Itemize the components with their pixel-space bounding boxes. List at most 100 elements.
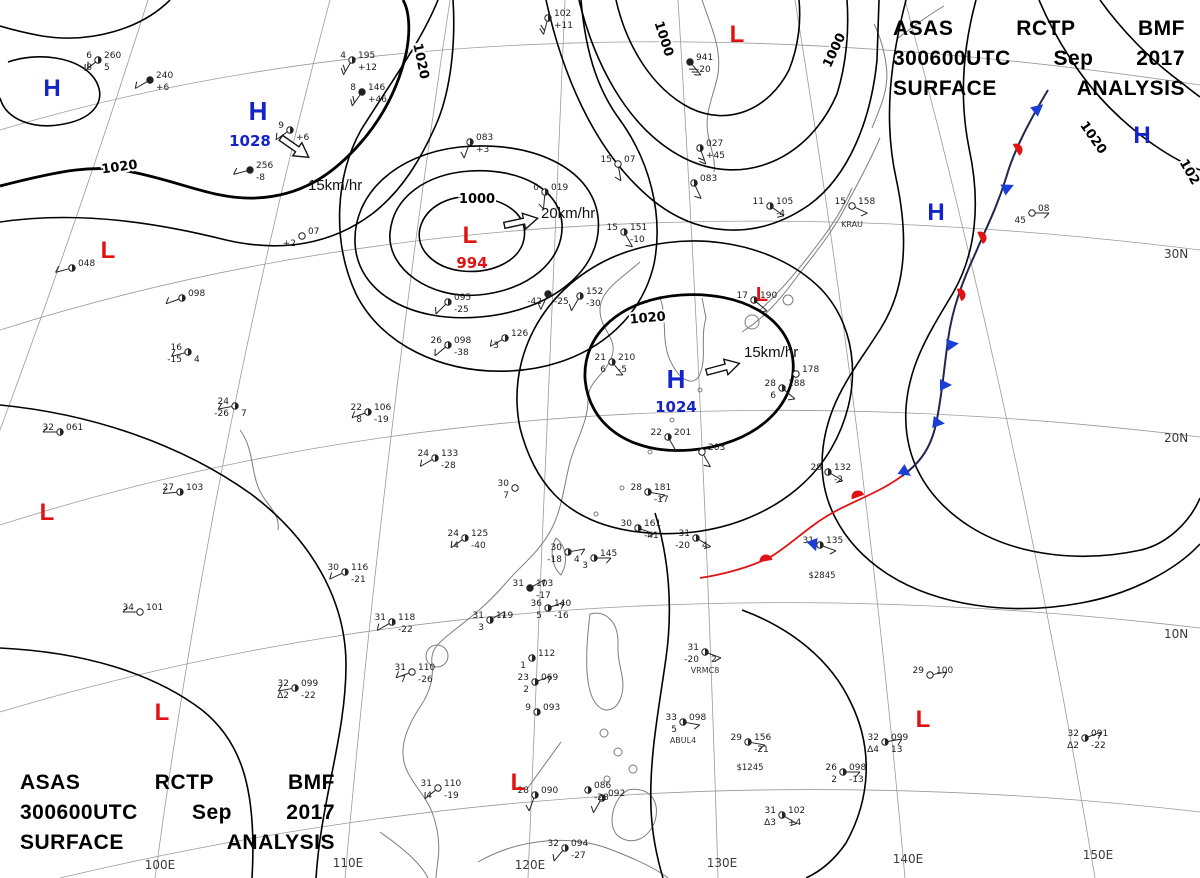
cloud-cover-half-icon (580, 292, 584, 300)
island-luzon (586, 612, 624, 711)
wind-barb-icon (694, 185, 702, 199)
station-pressure-change: +6 (156, 83, 170, 93)
coastline-japan-inner (759, 187, 853, 311)
wind-barb-icon (171, 352, 186, 357)
grid-meridian (794, 0, 906, 878)
station-temperature: 31 (421, 779, 432, 789)
station-plot: 15 07 (601, 155, 635, 182)
cloud-cover-icon (926, 671, 934, 679)
wind-barb-icon (420, 459, 433, 467)
cloud-cover-half-icon (448, 341, 452, 349)
movement-speed-label: 15km/hr (744, 344, 798, 361)
station-plot: 27 103 (162, 483, 203, 496)
wind-barb-feather-icon (669, 449, 677, 453)
station-temperature: 31 (803, 536, 814, 546)
station-temperature: 9 (525, 703, 531, 713)
station-pressure: 118 (398, 613, 415, 623)
cloud-cover-half-icon (535, 791, 539, 799)
title-line: ASAS RCTP BMF (893, 17, 1185, 40)
wind-barb-icon (625, 234, 633, 247)
station-pressure-change: -25 (454, 305, 469, 315)
station-temperature: 15 (601, 155, 612, 165)
station-pressure: 256 (256, 161, 273, 171)
station-id: ABUL4 (670, 736, 696, 745)
station-plot: 29 100 (913, 666, 953, 679)
pressure-center-h: H (667, 364, 686, 394)
wind-barb-feather-icon (829, 550, 837, 555)
cloud-cover-half-icon (843, 768, 847, 776)
cloud-cover-half-icon (828, 468, 832, 476)
island-kyushu (744, 314, 760, 330)
station-plot: 36 5 140 -16 (531, 599, 572, 621)
wind-barb-feather-icon (162, 487, 168, 494)
station-plot: 22 8 106 -19 (351, 403, 392, 425)
station-pressure: 048 (78, 259, 95, 269)
wind-barb-icon (651, 492, 665, 496)
cloud-cover-half-icon (465, 534, 469, 542)
cloud-cover-half-icon (612, 358, 616, 366)
station-pressure: 112 (538, 649, 555, 659)
island-ryukyu (697, 387, 703, 393)
station-dewpoint: -18 (547, 555, 562, 565)
station-pressure-change: -5 (618, 365, 627, 375)
cloud-cover-half-icon (490, 616, 494, 624)
wind-barb-icon (233, 170, 248, 175)
cloud-cover-half-icon (60, 428, 64, 436)
grid-meridian (904, 0, 1096, 878)
station-temperature: 21 (595, 353, 606, 363)
longitude-label: 150E (1083, 848, 1114, 862)
cloud-cover-half-icon (352, 56, 356, 64)
station-pressure: 119 (496, 611, 513, 621)
island-ryukyu (669, 417, 675, 423)
title-line: SURFACE ANALYSIS (893, 77, 1185, 100)
station-dewpoint: Δ2 (1067, 741, 1079, 751)
station-pressure: 091 (1091, 729, 1108, 739)
station-pressure-change: 13 (891, 745, 902, 755)
station-temperature: 29 (731, 733, 743, 743)
cloud-cover-half-icon (648, 488, 652, 496)
isobar (0, 0, 171, 39)
island-visayas (628, 764, 638, 774)
station-pressure-change: -41 (644, 531, 659, 541)
station-plot: 24 -26 7 (214, 397, 246, 419)
terrain-line (239, 429, 279, 531)
station-pressure-change: -21 (351, 575, 366, 585)
wind-barb-icon (135, 81, 148, 89)
coastline-malay (379, 831, 429, 878)
station-plot: 4 195 +12 (340, 51, 377, 75)
warm-front-semicircle-icon (1012, 143, 1023, 156)
station-plot: 203 (698, 443, 725, 468)
station-temperature: 31 (395, 663, 406, 673)
station-plot: 11 105 -4 (753, 197, 794, 219)
station-pressure-change: 2 (711, 655, 717, 665)
station-temperature: 11 (753, 197, 764, 207)
isobar (0, 56, 101, 127)
cloud-cover-icon (686, 58, 694, 66)
wind-barb-icon (343, 62, 351, 75)
wind-barb-feather-icon (897, 738, 903, 746)
cold-front-triangle-icon (1000, 184, 1014, 196)
station-pressure-change: 4 (194, 355, 200, 365)
station-plot: 28 6 188 (765, 379, 806, 401)
station-pressure: 161 (644, 519, 661, 529)
isobar (0, 0, 455, 247)
wind-barb-feather-icon (217, 402, 223, 410)
grid-meridian (527, 0, 566, 878)
coastlines (239, 0, 945, 878)
isobar-label: 102 (1176, 157, 1200, 188)
station-temperature: 32 (548, 839, 559, 849)
isobar-label: 1020 (101, 158, 139, 178)
station-temperature: 36 (531, 599, 543, 609)
wind-barb-icon (691, 64, 702, 76)
station-pressure-change: -8 (256, 173, 265, 183)
cloud-cover-icon (511, 484, 519, 492)
cloud-cover-half-icon (470, 138, 474, 146)
station-pressure: 110 (418, 663, 435, 673)
wind-barb-icon (532, 579, 545, 587)
station-plot: 083 (690, 174, 717, 199)
station-pressure-change: +12 (358, 63, 377, 73)
chart-title-top: ASAS RCTP BMF 300600UTC Sep 2017 SURFACE… (893, 14, 1185, 104)
isobar (821, 0, 1200, 610)
station-plot: 45 08 (1015, 204, 1050, 226)
station-pressure-change: -27 (571, 851, 586, 861)
